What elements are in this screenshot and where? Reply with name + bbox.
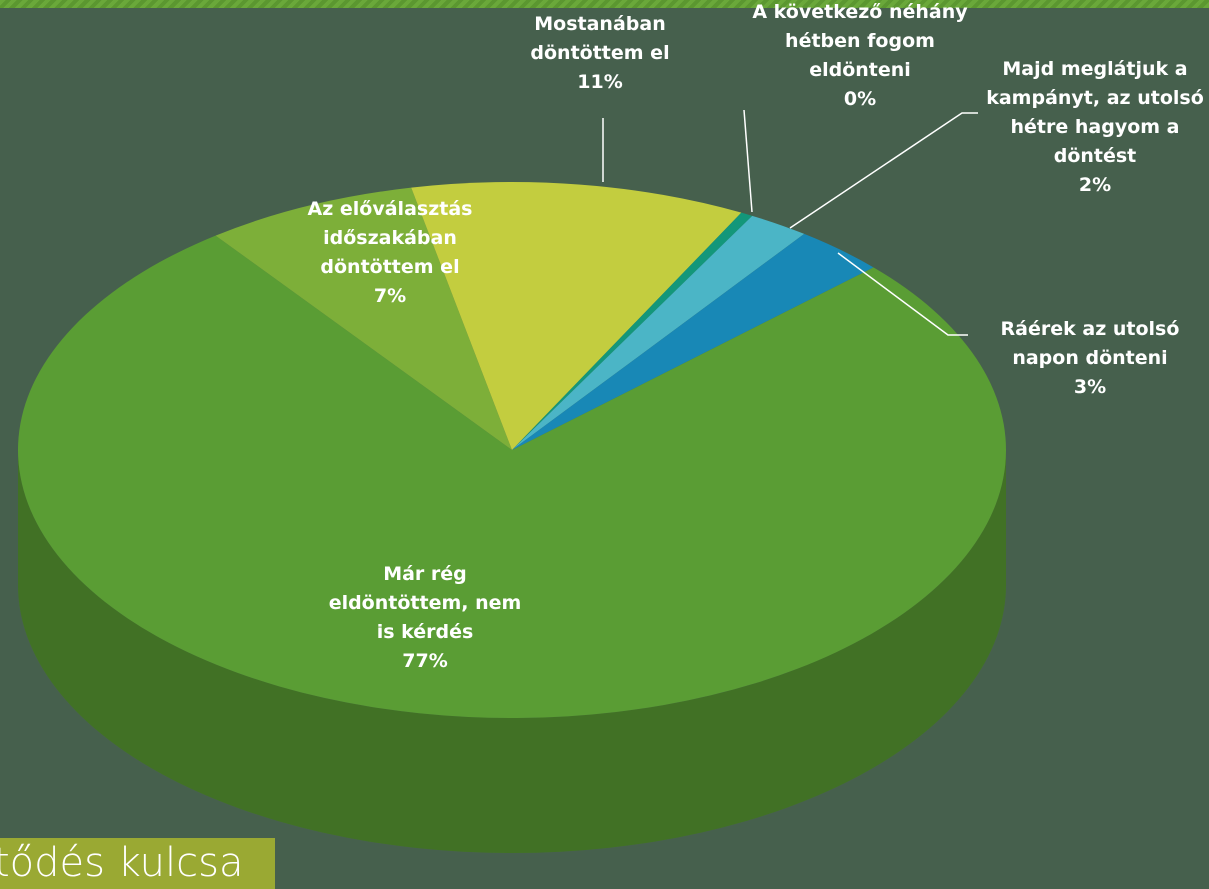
data-label: A következő néhány hétben fogom eldönten…: [745, 0, 975, 114]
data-label: Már rég eldöntöttem, nem is kérdés 77%: [325, 560, 525, 676]
category-label: A következő néhány hétben fogom eldönten…: [752, 1, 968, 81]
slice: [512, 212, 753, 450]
category-label: Ráérek az utolsó napon dönteni: [1000, 318, 1180, 369]
slice: [512, 233, 874, 450]
value-label: 7%: [373, 285, 407, 307]
value-label: 77%: [402, 650, 448, 672]
title-box: tődés kulcsa: [0, 838, 275, 889]
data-label: Az előválasztás időszakában döntöttem el…: [275, 195, 505, 311]
data-label: Majd meglátjuk a kampányt, az utolsó hét…: [975, 55, 1209, 200]
value-label: 11%: [577, 71, 623, 93]
value-label: 2%: [1078, 174, 1112, 196]
category-label: Az előválasztás időszakában döntöttem el: [307, 198, 473, 278]
slice: [215, 187, 513, 451]
value-label: 3%: [1073, 376, 1107, 398]
slice: [411, 181, 742, 450]
title: tődés kulcsa: [0, 840, 244, 886]
slice-side-shade: [18, 450, 1006, 853]
slice: [18, 235, 1006, 718]
value-label: 0%: [843, 88, 877, 110]
leader-line: [743, 109, 753, 213]
header-stripe: [0, 0, 1209, 8]
data-label: Ráérek az utolsó napon dönteni 3%: [965, 315, 1209, 402]
leader-lines: [602, 109, 978, 336]
data-label: Mostanában döntöttem el 11%: [505, 10, 695, 97]
slice-side: [18, 450, 1006, 853]
category-label: Már rég eldöntöttem, nem is kérdés: [328, 563, 522, 643]
leader-line: [789, 112, 978, 229]
category-label: Majd meglátjuk a kampányt, az utolsó hét…: [986, 58, 1204, 167]
category-label: Mostanában döntöttem el: [530, 13, 670, 64]
slice: [512, 215, 805, 450]
leader-line: [837, 252, 968, 336]
